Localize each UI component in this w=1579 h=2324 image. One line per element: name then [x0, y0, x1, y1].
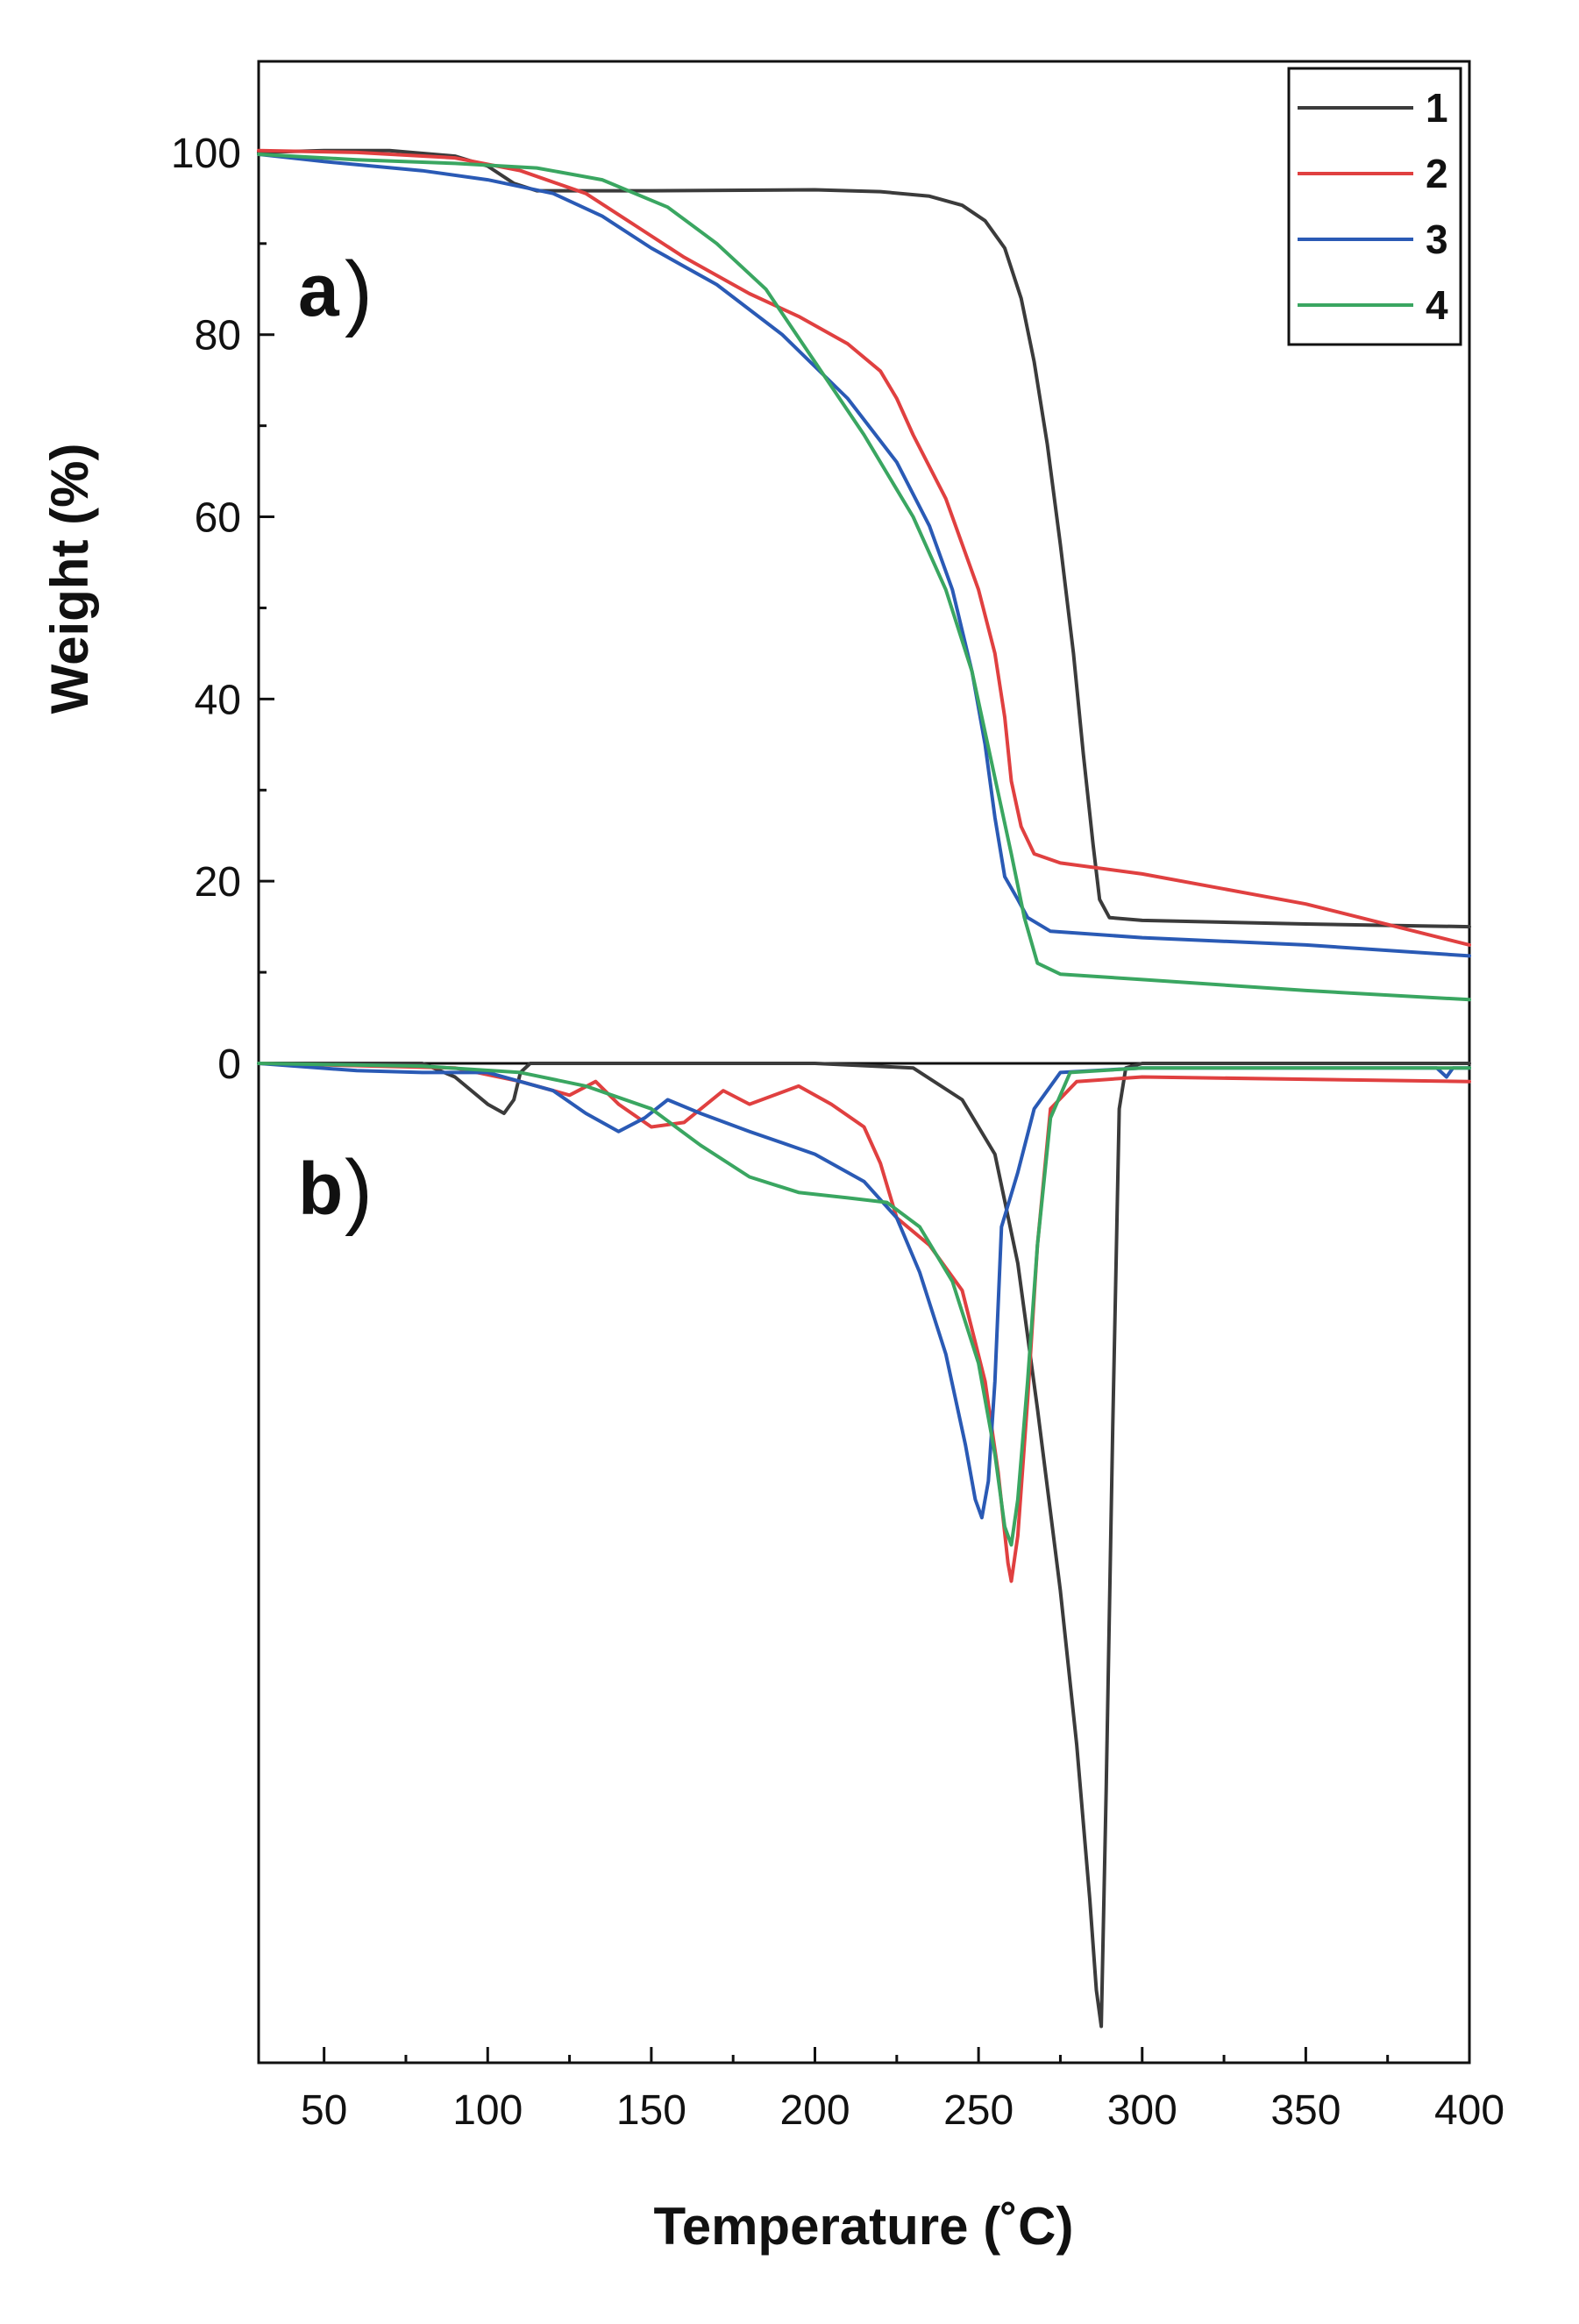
x-tick-label: 250 — [943, 2087, 1014, 2134]
x-tick-label: 350 — [1270, 2087, 1341, 2134]
panel-a-series-4-line — [257, 153, 1471, 1002]
y-tick-label: 0 — [217, 1041, 241, 1088]
y-axis-title: Weight (%) — [40, 444, 99, 714]
panel-a-series — [257, 148, 1471, 1002]
legend: 1 2 3 4 — [1287, 67, 1462, 346]
y-tick-label: 40 — [195, 677, 241, 723]
tick-labels: 50 100 150 200 250 300 350 400 0 20 40 60 80 100 — [171, 131, 1504, 2134]
legend-box — [1287, 67, 1462, 346]
panel-b-series-3-line — [257, 1062, 1471, 1520]
panel-a-series-1-line — [257, 148, 1471, 929]
panel-a-paren: ) — [345, 245, 373, 338]
x-tick-label: 400 — [1434, 2087, 1504, 2134]
y-tick-label: 100 — [171, 131, 241, 177]
y-tick-label: 80 — [195, 313, 241, 359]
legend-label-1: 1 — [1426, 85, 1448, 131]
y-tick-label: 20 — [195, 859, 241, 906]
panel-b-series-4-line — [257, 1062, 1471, 1547]
panel-b-series-2-line — [257, 1062, 1471, 1583]
x-tick-label: 150 — [616, 2087, 686, 2134]
panel-b-paren: ) — [345, 1143, 373, 1237]
panel-b-series — [257, 1062, 1471, 2029]
panel-a-series-3-line — [257, 153, 1471, 958]
panel-a-series-2-line — [257, 148, 1471, 947]
panel-a-label: a — [298, 249, 340, 331]
x-tick-label: 100 — [452, 2087, 523, 2134]
panel-b-series-1-line — [257, 1062, 1471, 2029]
legend-label-4: 4 — [1426, 282, 1448, 328]
x-tick-label: 300 — [1107, 2087, 1177, 2134]
x-tick-label: 200 — [779, 2087, 850, 2134]
legend-label-3: 3 — [1426, 217, 1448, 262]
x-tick-label: 50 — [301, 2087, 347, 2134]
x-axis-title: Temperature (˚C) — [654, 2197, 1074, 2256]
legend-label-2: 2 — [1426, 151, 1448, 196]
panel-b-label: b — [298, 1148, 343, 1230]
y-tick-label: 60 — [195, 495, 241, 542]
